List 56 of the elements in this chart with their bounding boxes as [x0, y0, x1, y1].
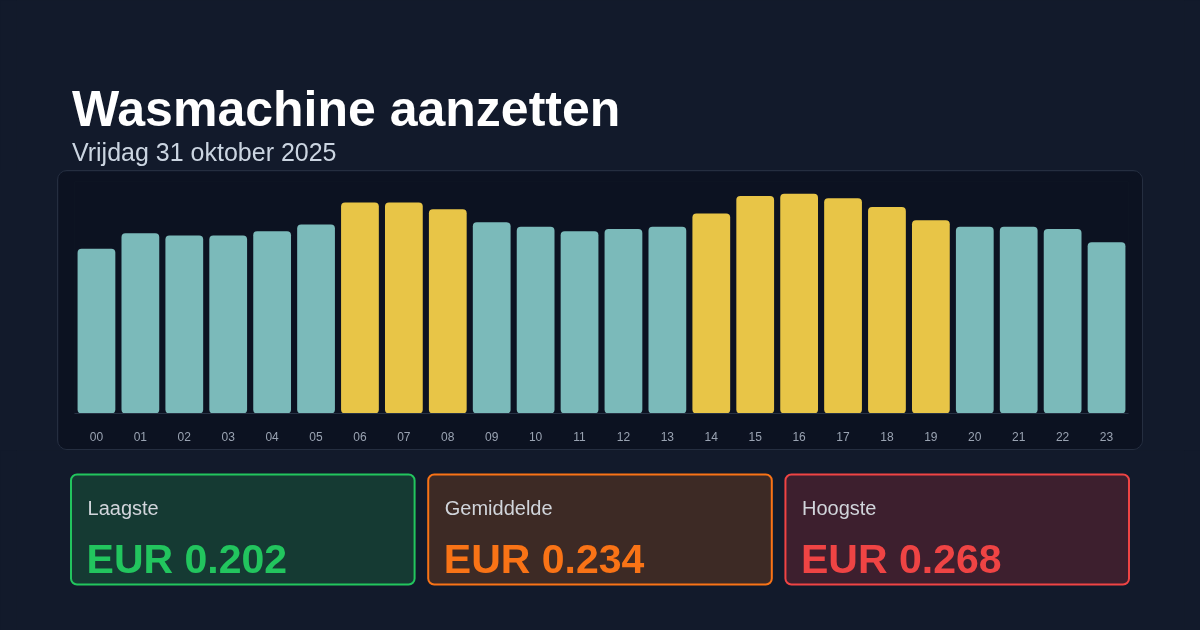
x-tick-label: 15	[748, 429, 763, 444]
x-tick-label: 08	[441, 429, 455, 444]
x-tick-label: 12	[616, 429, 631, 444]
bar	[780, 193, 819, 414]
x-tick-label: 16	[792, 429, 807, 444]
x-tick-label: 21	[1012, 429, 1026, 444]
bar	[1087, 242, 1126, 414]
bar	[341, 202, 379, 414]
x-tick-label: 14	[704, 429, 719, 444]
bar	[999, 226, 1038, 414]
x-tick-label: 07	[397, 429, 411, 444]
x-tick-label: 00	[89, 429, 104, 444]
x-tick-label: 17	[836, 429, 851, 444]
bar	[604, 228, 643, 414]
x-tick-label: 18	[880, 429, 894, 444]
x-tick-label: 01	[133, 429, 148, 444]
bar	[516, 226, 555, 414]
x-tick-label: 06	[353, 429, 367, 444]
x-tick-label: 04	[265, 429, 280, 444]
x-tick-label: 03	[221, 429, 236, 444]
text: EUR 0.202	[86, 535, 288, 582]
x-tick-label: 02	[177, 429, 192, 444]
bar	[428, 209, 467, 414]
text: EUR 0.268	[801, 535, 1002, 582]
x-tick-label: 19	[924, 429, 938, 444]
text: Laagste	[87, 496, 159, 519]
bar	[253, 231, 292, 414]
bar	[297, 224, 335, 414]
x-tick-label: 23	[1099, 429, 1114, 444]
x-tick-label: 13	[660, 429, 675, 444]
x-tick-label: 20	[968, 429, 982, 444]
bar	[911, 220, 950, 414]
x-tick-label: 22	[1055, 429, 1070, 444]
bar	[648, 226, 687, 414]
bar	[77, 248, 116, 414]
text: EUR 0.234	[443, 535, 645, 582]
bar	[121, 233, 160, 414]
bar	[384, 202, 423, 414]
x-tick-label: 09	[485, 429, 499, 444]
bar	[1043, 228, 1082, 414]
x-tick-label: 11	[573, 429, 587, 444]
text: Hoogste	[801, 496, 877, 519]
bar	[692, 213, 731, 414]
x-tick-label: 05	[309, 429, 324, 444]
bar	[165, 235, 204, 414]
bar	[472, 222, 511, 414]
bar	[824, 198, 862, 414]
chart-title: Wasmachine aanzetten	[71, 80, 621, 137]
bar	[868, 206, 906, 414]
bar	[955, 226, 994, 414]
text: Gemiddelde	[444, 496, 553, 519]
x-tick-label: 10	[528, 429, 543, 444]
chart-subtitle: Vrijdag 31 oktober 2025	[71, 137, 337, 166]
bar	[736, 196, 775, 414]
bar	[209, 235, 248, 414]
bar	[560, 231, 599, 414]
